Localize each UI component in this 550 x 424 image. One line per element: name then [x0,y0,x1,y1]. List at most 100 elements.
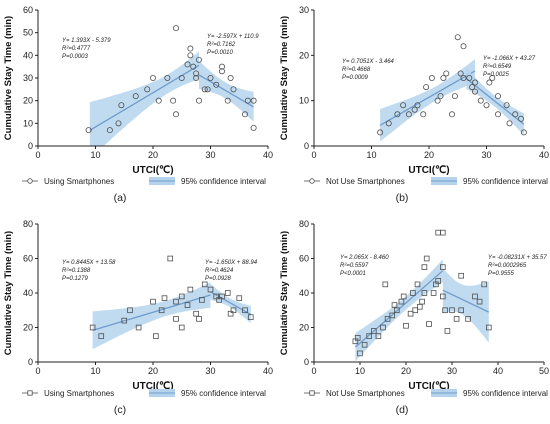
panel-caption: (c) [114,404,126,416]
data-point [213,81,220,88]
data-point [414,102,421,109]
confidence-band-left [380,59,475,142]
fit-p-value-right: P=0.0025 [483,72,510,78]
x-tick-label: 10 [355,366,365,376]
y-tick-label: 80 [23,219,33,229]
data-point [423,84,430,91]
data-point [377,129,384,136]
x-tick-label: 10 [366,150,376,160]
y-tick-label: 0 [28,141,33,151]
data-point [375,333,382,339]
data-point [403,322,409,329]
legend-label-points: Using Smartphones [44,177,114,186]
x-axis-label: UTCI(℃) [408,165,449,176]
data-point [412,307,418,314]
x-tick-label: 40 [263,150,273,160]
data-point [442,307,448,314]
data-point [449,307,455,314]
y-tick-label: 0 [304,141,309,151]
data-point [135,324,142,331]
data-point [201,281,208,288]
data-point [213,293,220,300]
x-tick-label: 40 [493,366,503,376]
data-point [227,75,234,82]
chart-panel-b: 0 10 20 30 40 0 10 20 30 UTCI(℃) Cumulative Stay T… [279,5,549,204]
data-point [434,97,441,104]
data-point [216,297,222,303]
data-point [494,93,501,100]
legend-marker [27,390,33,396]
data-point [520,129,527,136]
data-point [172,25,179,32]
x-tick-label: 20 [148,366,158,376]
data-point [439,293,446,300]
data-point [218,68,225,75]
data-point [195,97,202,104]
data-point [471,79,478,86]
data-point [195,56,202,63]
data-point [384,316,391,322]
data-point [428,75,435,82]
y-tick-label: 10 [23,118,33,128]
legend-marker [309,178,315,184]
legend-label-band: 95% confidence interval [463,389,548,398]
x-tick-label: 50 [539,366,549,376]
data-point [382,281,389,288]
data-point [230,307,237,314]
x-tick-label: 30 [205,150,215,160]
data-point [518,115,525,122]
y-tick-label: 60 [23,5,33,15]
fit-p-value-left: P<0.0001 [340,271,366,277]
x-axis-label: UTCI(℃) [132,381,173,392]
data-point [184,61,191,68]
data-point [435,229,441,236]
fit-line-right [210,291,252,316]
x-tick-label: 40 [263,366,273,376]
data-point [477,97,484,104]
data-point [426,321,432,327]
data-point [366,333,372,339]
x-tick-label: 20 [401,366,411,376]
data-point [419,298,425,305]
y-axis-label: Cumulative Stay Time (min) [3,231,14,355]
fit-r-squared-left: R²=0.4777 [62,46,91,52]
data-point [178,324,185,331]
legend-marker [309,390,315,396]
data-point [167,255,174,262]
data-point [155,97,162,104]
y-tick-label: 20 [23,323,33,333]
fit-r-squared-left: R²=0.1388 [62,268,91,274]
data-point [506,120,513,127]
fit-line-left [92,294,211,331]
x-tick-label: 40 [539,150,549,160]
fit-r-squared-right: R²=0.6549 [483,64,512,70]
data-point [187,45,194,52]
x-tick-label: 0 [35,366,40,376]
data-point [230,86,237,93]
y-tick-label: 50 [23,28,33,38]
data-point [503,102,510,109]
data-point [161,295,168,301]
y-axis-label: Cumulative Stay Time (min) [279,231,290,355]
data-point [354,335,361,341]
data-point [153,333,159,339]
chart-panel-d: 0 10 20 30 40 50 0 20 40 60 80 UTCI(℃) Cumulative St… [279,219,549,416]
legend-marker [27,178,33,184]
x-tick-label: 0 [35,150,40,160]
data-point [414,281,421,288]
data-point [207,286,214,293]
data-point [207,75,214,82]
data-point [454,34,461,41]
data-point [481,281,487,288]
data-point [89,324,96,331]
y-tick-label: 30 [299,5,309,15]
y-tick-label: 40 [23,288,33,298]
y-tick-label: 20 [299,323,309,333]
data-point [420,111,427,118]
data-point [118,102,125,109]
fit-r-squared-right: R²=0.4624 [205,268,234,274]
fit-equation-right: Y= -2.597X + 110.9 [207,34,259,40]
x-tick-label: 30 [447,366,457,376]
legend-label-band: 95% confidence interval [181,177,266,186]
data-point [443,70,450,77]
